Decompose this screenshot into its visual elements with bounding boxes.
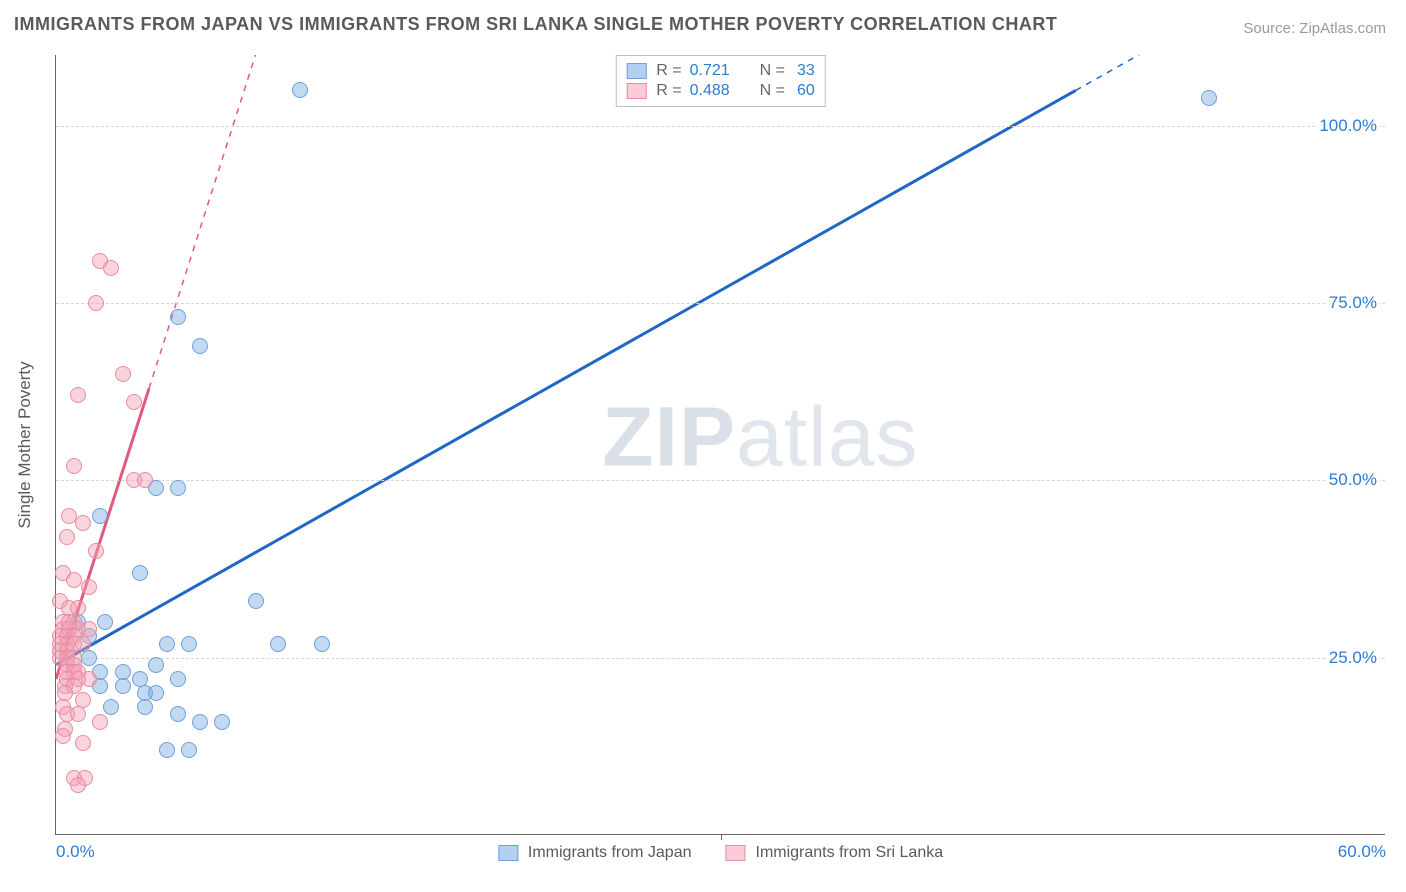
data-point-japan [103,699,119,715]
data-point-srilanka [88,295,104,311]
data-point-japan [159,636,175,652]
y-tick-label: 75.0% [1327,293,1379,313]
data-point-japan [148,657,164,673]
x-tick-label: 0.0% [56,842,95,862]
r-value-japan: 0.721 [690,62,742,80]
legend-correlation: R = 0.721 N = 33 R = 0.488 N = 60 [615,55,825,107]
watermark: ZIPatlas [602,388,918,485]
series-label-srilanka: Immigrants from Sri Lanka [756,844,944,862]
data-point-japan [181,636,197,652]
swatch-srilanka [726,845,746,861]
data-point-srilanka [70,387,86,403]
data-point-japan [181,742,197,758]
y-tick-label: 100.0% [1317,116,1379,136]
data-point-srilanka [75,636,91,652]
data-point-japan [92,508,108,524]
gridline [56,126,1385,127]
r-label: R = [656,82,681,100]
swatch-japan [498,845,518,861]
watermark-atlas: atlas [736,389,918,483]
series-label-japan: Immigrants from Japan [528,844,692,862]
data-point-srilanka [88,543,104,559]
regression-line-japan [56,90,1076,664]
n-label: N = [760,62,785,80]
data-point-srilanka [70,706,86,722]
n-value-srilanka: 60 [797,82,815,100]
y-tick-label: 25.0% [1327,648,1379,668]
source-value: ZipAtlas.com [1299,20,1386,37]
legend-series: Immigrants from Japan Immigrants from Sr… [498,844,943,862]
data-point-srilanka [81,671,97,687]
data-point-japan [159,742,175,758]
gridline [56,303,1385,304]
source-label: Source: [1243,20,1299,37]
gridline [56,658,1385,659]
data-point-srilanka [55,728,71,744]
data-point-japan [192,338,208,354]
data-point-japan [97,614,113,630]
source-attribution: Source: ZipAtlas.com [1243,20,1386,37]
regression-extrapolation-japan [1076,55,1386,90]
chart-container: Single Mother Poverty ZIPatlas R = 0.721… [55,55,1385,835]
data-point-japan [170,309,186,325]
plot-area: ZIPatlas R = 0.721 N = 33 R = 0.488 N = … [55,55,1385,835]
swatch-srilanka [626,83,646,99]
data-point-japan [148,685,164,701]
y-tick-label: 50.0% [1327,470,1379,490]
data-point-srilanka [61,614,77,630]
n-value-japan: 33 [797,62,815,80]
n-label: N = [760,82,785,100]
data-point-japan [115,678,131,694]
chart-title: IMMIGRANTS FROM JAPAN VS IMMIGRANTS FROM… [14,14,1057,35]
data-point-japan [81,650,97,666]
data-point-srilanka [66,572,82,588]
r-label: R = [656,62,681,80]
data-point-srilanka [103,260,119,276]
data-point-japan [170,671,186,687]
data-point-srilanka [126,394,142,410]
data-point-japan [314,636,330,652]
data-point-srilanka [137,472,153,488]
data-point-japan [292,82,308,98]
legend-row-srilanka: R = 0.488 N = 60 [626,82,814,100]
data-point-japan [270,636,286,652]
data-point-japan [170,706,186,722]
watermark-zip: ZIP [602,389,736,483]
r-value-srilanka: 0.488 [690,82,742,100]
x-tick-label: 60.0% [1338,842,1386,862]
legend-row-japan: R = 0.721 N = 33 [626,62,814,80]
data-point-srilanka [75,735,91,751]
x-tick-mark [721,834,722,840]
data-point-srilanka [115,366,131,382]
y-axis-title: Single Mother Poverty [15,361,35,528]
data-point-japan [132,565,148,581]
gridline [56,480,1385,481]
data-point-srilanka [92,714,108,730]
data-point-srilanka [66,458,82,474]
swatch-japan [626,63,646,79]
data-point-japan [192,714,208,730]
data-point-srilanka [81,579,97,595]
data-point-srilanka [75,515,91,531]
data-point-japan [1201,90,1217,106]
data-point-japan [214,714,230,730]
data-point-japan [170,480,186,496]
data-point-srilanka [70,777,86,793]
data-point-japan [248,593,264,609]
regression-lines [56,55,1386,835]
data-point-japan [137,699,153,715]
data-point-srilanka [59,529,75,545]
